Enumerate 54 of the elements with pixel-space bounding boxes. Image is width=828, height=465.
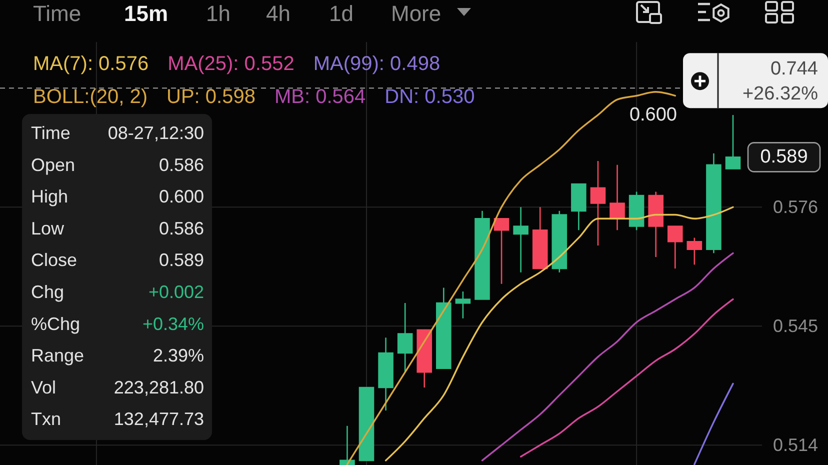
text: 15m [124, 1, 168, 26]
text: Range 2.39% [31, 346, 204, 366]
text: MB: 0.564 [274, 86, 366, 108]
candlestick [706, 152, 722, 254]
y-tick-label: 0.576 [772, 197, 818, 218]
legend-label: MA(99): 0.498 [313, 53, 440, 75]
text: Time 08-27,12:30 [31, 123, 204, 143]
annotation: 0.600 [158, 186, 204, 207]
text: Low 0.586 [31, 218, 204, 238]
text: Chg +0.002 [31, 282, 204, 302]
text: More [391, 1, 442, 26]
text: DN: 0.530 [384, 86, 475, 108]
line-series [520, 298, 734, 458]
candlestick [648, 191, 664, 258]
text: 0.589 [760, 146, 808, 168]
candlestick [667, 226, 683, 270]
text: MA(25): 0.552 [168, 53, 294, 75]
candlestick [397, 302, 413, 373]
candlestick [340, 425, 355, 465]
line-series [481, 252, 734, 462]
legend-title: BOLL:(20, 2) [33, 86, 148, 108]
text: Open 0.586 [31, 154, 204, 175]
candlestick [378, 336, 394, 412]
candlestick [416, 329, 432, 388]
candlestick [455, 290, 471, 320]
candlestick [436, 287, 452, 369]
text: %Chg +0.34% [31, 314, 204, 334]
text: 1d [329, 1, 354, 26]
candlestick [590, 160, 606, 246]
line-series [384, 206, 734, 462]
candlestick [686, 237, 702, 266]
candlestick [725, 114, 741, 170]
candlestick [610, 164, 625, 231]
annotation: 0.744 +26.32% [742, 58, 818, 105]
y-tick-label: 0.545 [772, 316, 818, 336]
candlestick [494, 218, 510, 285]
text: 4h [266, 1, 290, 26]
text: MA(7): 0.576 [33, 53, 149, 75]
text: 0.600 [629, 104, 677, 126]
candlestick [358, 386, 374, 462]
candlestick [474, 210, 490, 300]
candlestick [513, 206, 528, 273]
candlestick [532, 206, 548, 270]
candlestick [571, 183, 586, 231]
candlestick [552, 210, 568, 273]
text: High [31, 186, 68, 207]
annotation: 0.589 [158, 250, 204, 270]
text: Time [33, 1, 82, 26]
text: UP: 0.598 [166, 86, 256, 108]
y-tick-label: 0.514 [772, 435, 818, 456]
text: Vol 223,281.80 [31, 377, 204, 398]
text: Close [31, 250, 78, 270]
text: 1h [206, 1, 230, 26]
text: Txn 132,477.73 [31, 409, 204, 430]
